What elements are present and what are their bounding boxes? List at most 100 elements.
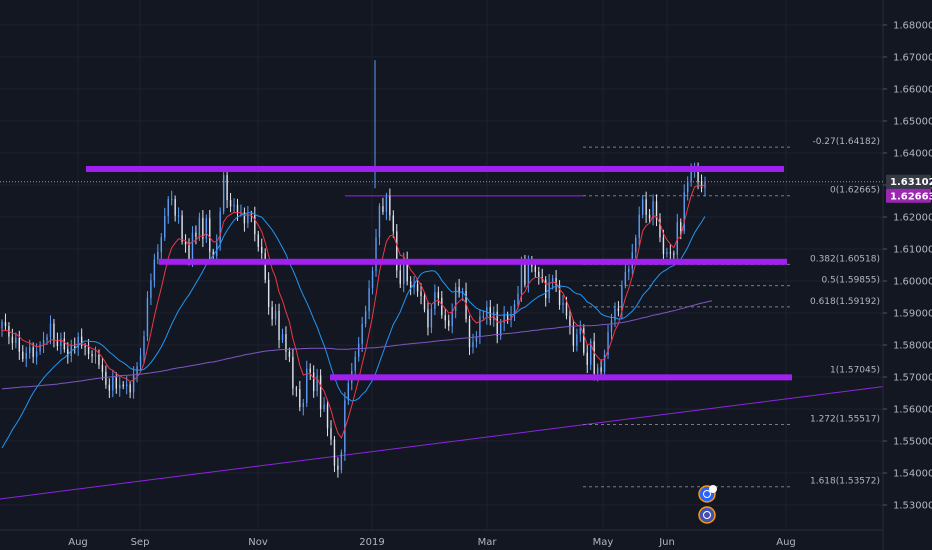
time-tick-label: Sep (131, 537, 150, 548)
candle-body (441, 297, 443, 316)
candle-body (295, 388, 298, 390)
sr-zone[interactable] (330, 374, 792, 381)
candle-body (579, 328, 582, 335)
candle-body (382, 206, 384, 212)
candle-body (112, 377, 114, 391)
candle-body (697, 168, 699, 182)
candle-body (288, 351, 291, 357)
candle-body (517, 293, 519, 305)
candle-body (153, 259, 156, 281)
price-tick-label: 1.57000 (893, 373, 932, 384)
candle-body (212, 251, 214, 256)
moving-average-line-3[interactable] (1, 300, 713, 390)
price-tick-label: 1.55000 (893, 437, 932, 448)
candle-body (648, 214, 651, 219)
candle-body (544, 279, 547, 299)
sr-zone[interactable] (86, 165, 784, 172)
candle-body (209, 218, 211, 252)
price-tick-label: 1.62000 (893, 212, 932, 223)
candle-body (216, 242, 218, 256)
candle-body (347, 383, 350, 401)
candle-body (610, 320, 613, 333)
candle-body (572, 326, 575, 346)
candle-body (641, 199, 644, 215)
candle-body (333, 439, 336, 466)
moving-average-line-2[interactable] (1, 212, 706, 449)
candle-body (84, 345, 86, 348)
candle-body (74, 345, 76, 348)
candle-body (157, 251, 159, 260)
candle-body (427, 309, 429, 328)
candle-body (330, 428, 332, 440)
candle-body (274, 310, 277, 320)
candle-body (635, 237, 637, 253)
candle-body (205, 218, 208, 239)
price-tick-label: 1.60000 (893, 277, 932, 288)
candle-body (202, 217, 204, 239)
candle-body (80, 336, 83, 346)
candle-body (146, 297, 149, 337)
candle-body (638, 214, 640, 238)
candle-body (337, 465, 339, 470)
price-axis[interactable]: 1.680001.670001.660001.650001.640001.630… (882, 0, 932, 550)
candle-body (281, 334, 284, 341)
candle-body (406, 258, 408, 282)
candle-body (11, 336, 14, 344)
candle-body (46, 337, 48, 341)
candle-body (261, 246, 263, 254)
candle-body (614, 308, 616, 321)
candle-body (385, 196, 388, 212)
earnings-icon[interactable] (698, 506, 716, 524)
price-tag-box (886, 174, 931, 189)
candle-body (18, 337, 21, 352)
candle-body (132, 374, 135, 393)
candle-body (319, 375, 322, 410)
candle-body (264, 253, 266, 280)
candle-body (236, 204, 239, 214)
candle-body (125, 384, 128, 387)
candle-body (271, 306, 273, 320)
candle-body (184, 241, 187, 245)
candle-body (1, 321, 3, 329)
candle-body (448, 320, 450, 327)
candle-body (108, 384, 111, 391)
candle-body (316, 375, 318, 392)
candle-body (143, 336, 145, 356)
candle-body (257, 234, 259, 247)
candle-body (357, 343, 360, 357)
candle-body (607, 332, 609, 355)
candle-body (603, 354, 606, 372)
candle-body (247, 214, 249, 224)
time-tick-label: Jun (658, 537, 675, 548)
candle-body (306, 368, 308, 403)
candle-body (188, 244, 190, 261)
candle-body (586, 352, 588, 365)
candle-body (29, 347, 31, 354)
candle-body (174, 199, 176, 216)
candle-body (32, 347, 34, 357)
trendline[interactable] (0, 386, 884, 500)
candle-body (150, 280, 152, 298)
candle-body (364, 311, 367, 324)
candle-body (645, 199, 647, 215)
candle-body (243, 212, 246, 224)
candle-body (669, 252, 672, 254)
price-tick-label: 1.68000 (893, 20, 932, 31)
candle-body (39, 344, 41, 352)
time-axis[interactable]: Aug Sep Nov 2019 Mar May Jun Aug (0, 529, 883, 548)
candle-body (409, 281, 412, 288)
candle-body (378, 206, 381, 238)
time-tick-label: Aug (776, 537, 796, 548)
candle-body (67, 349, 69, 356)
candle-body (22, 351, 24, 360)
candle-body (98, 354, 100, 365)
event-icons[interactable] (698, 485, 717, 524)
candle-body (403, 258, 405, 284)
candle-body (628, 268, 630, 273)
candle-body (423, 296, 426, 310)
sr-zone[interactable] (159, 258, 787, 265)
candle-body (191, 232, 194, 261)
candle-body (444, 315, 446, 321)
